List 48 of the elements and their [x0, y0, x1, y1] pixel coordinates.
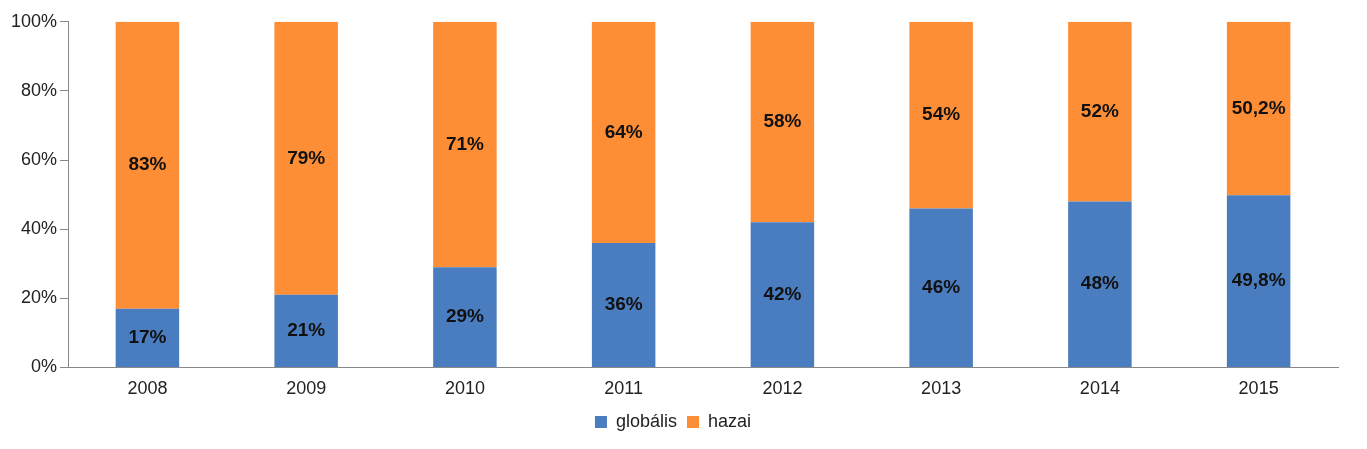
y-tick-label: 0% [31, 356, 58, 377]
x-tick-label: 2009 [286, 378, 327, 399]
x-tick-label: 2013 [921, 378, 962, 399]
bar [591, 242, 656, 367]
legend-label: hazai [708, 410, 752, 431]
x-tick-label: 2008 [127, 378, 168, 399]
bar [909, 208, 973, 367]
data-label: 50,2% [1231, 96, 1286, 118]
y-tick-label: 100% [10, 10, 58, 31]
data-label: 36% [604, 293, 643, 315]
data-label: 58% [763, 110, 802, 132]
bar [750, 222, 815, 367]
data-label: 29% [445, 305, 485, 327]
data-label: 64% [604, 120, 643, 142]
x-tick-label: 2010 [444, 378, 485, 399]
data-label: 83% [128, 153, 167, 175]
data-label: 46% [922, 275, 961, 297]
bar [1068, 21, 1132, 202]
bar [1226, 21, 1291, 196]
y-tick-label: 60% [21, 149, 58, 170]
data-label: 21% [287, 319, 326, 341]
bar [115, 308, 180, 367]
bar [433, 21, 497, 268]
bar [115, 21, 180, 309]
data-label: 79% [287, 146, 326, 168]
x-tick-label: 2012 [762, 378, 803, 399]
bar [1068, 201, 1132, 367]
x-tick-label: 2014 [1079, 378, 1120, 399]
bar [274, 294, 338, 367]
y-tick-label: 20% [21, 287, 58, 308]
y-tick-label: 80% [21, 79, 58, 100]
bar [433, 267, 497, 367]
bar [591, 21, 656, 243]
bar [750, 21, 815, 223]
y-tick-label: 40% [21, 218, 58, 239]
bar [909, 21, 973, 209]
data-label: 49,8% [1231, 269, 1286, 291]
x-tick-label: 2011 [604, 378, 644, 399]
data-label: 42% [763, 282, 802, 304]
data-label: 54% [922, 103, 961, 125]
data-label: 52% [1080, 99, 1119, 121]
data-label: 48% [1080, 272, 1119, 294]
data-label: 71% [445, 132, 485, 154]
legend-label: globális [615, 410, 678, 431]
data-label: 17% [128, 326, 167, 348]
bar [274, 21, 338, 295]
x-tick-label: 2015 [1238, 378, 1279, 399]
bar [1226, 195, 1291, 367]
